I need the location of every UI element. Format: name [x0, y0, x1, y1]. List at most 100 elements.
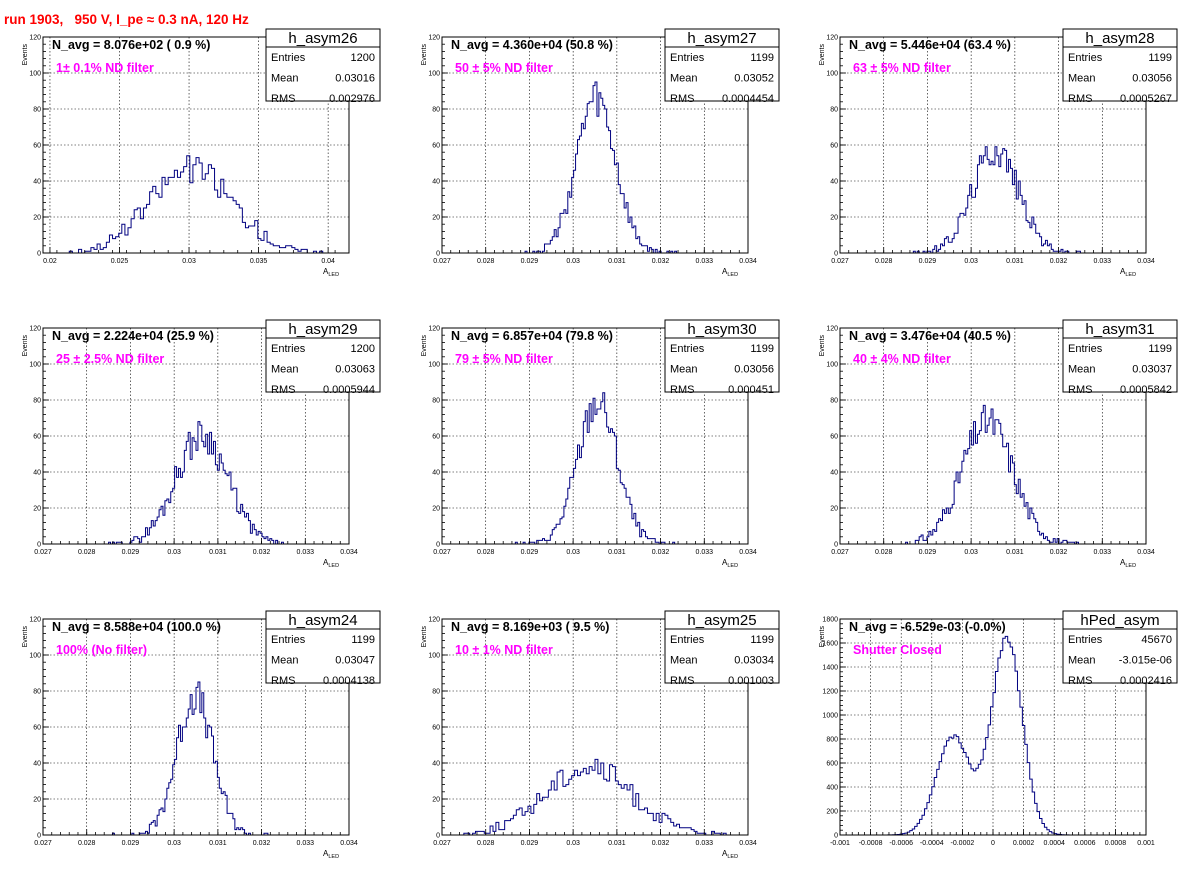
x-tick-label: 0	[991, 840, 995, 847]
y-tick-label: 20	[830, 215, 838, 222]
x-tick-label: 0.033	[297, 549, 315, 556]
histogram-panel-h_asym26: 0.02 0.025 0.03 0.035 0.04 0 20 40 60 80 100 120Eve…	[22, 28, 381, 278]
x-tick-label: 0.0008	[1105, 840, 1127, 847]
x-tick-label: 0.03	[566, 840, 580, 847]
stats-label: RMS	[670, 93, 694, 105]
y-tick-label: 100	[428, 71, 440, 78]
stats-value: 0.03056	[1132, 73, 1172, 85]
x-tick-label: 0.029	[122, 840, 140, 847]
stats-label: RMS	[670, 675, 694, 687]
x-tick-label: 0.027	[831, 258, 849, 265]
stats-value: 0.0004138	[323, 675, 375, 687]
histogram-panel-h_asym31: 0.027 0.028 0.029 0.03 0.031 0.032 0.033 0.034 0…	[819, 319, 1178, 569]
x-tick-label: 0.029	[521, 840, 539, 847]
stats-box	[1062, 610, 1178, 684]
x-axis-subscript: LED	[727, 854, 738, 860]
stats-box-title: hPed_asym	[1080, 612, 1159, 629]
x-tick-label: 0.032	[253, 840, 271, 847]
x-tick-label: 0.035	[250, 258, 268, 265]
avg-annotation: N_avg = 6.857e+04 (79.8 %)	[451, 329, 613, 343]
avg-annotation: N_avg = 2.224e+04 (25.9 %)	[52, 329, 214, 343]
y-tick-label: 0	[37, 542, 41, 549]
y-tick-label: 0	[436, 833, 440, 840]
stats-box	[664, 610, 780, 684]
x-tick-label: 0.03	[167, 840, 181, 847]
y-tick-label: 1800	[822, 617, 838, 624]
stats-value: 1199	[1148, 343, 1172, 355]
x-tick-label: 0.033	[696, 549, 714, 556]
y-tick-label: 60	[33, 725, 41, 732]
y-tick-label: 120	[826, 326, 838, 333]
x-tick-label: 0.027	[831, 549, 849, 556]
stats-value: 0.03037	[1132, 364, 1172, 376]
y-tick-label: 40	[830, 179, 838, 186]
y-tick-label: 100	[826, 362, 838, 369]
x-tick-label: -0.0006	[889, 840, 913, 847]
y-tick-label: 60	[830, 143, 838, 150]
y-tick-label: 40	[33, 179, 41, 186]
x-tick-label: -0.0008	[859, 840, 883, 847]
y-tick-label: 20	[432, 797, 440, 804]
filter-annotation: Shutter Closed	[853, 643, 942, 657]
x-tick-label: 0.028	[875, 258, 893, 265]
x-tick-label: 0.033	[696, 258, 714, 265]
y-tick-label: 1200	[822, 689, 838, 696]
x-tick-label: 0.032	[652, 840, 670, 847]
y-tick-label: 40	[432, 179, 440, 186]
x-tick-label: 0.032	[1050, 258, 1068, 265]
stats-label: RMS	[1068, 675, 1092, 687]
stats-box-title: h_asym25	[687, 612, 756, 629]
x-tick-label: 0.02	[43, 258, 57, 265]
x-tick-label: 0.028	[477, 549, 495, 556]
stats-box-title: h_asym28	[1085, 30, 1154, 47]
filter-annotation: 25 ± 2.5% ND filter	[56, 352, 164, 366]
x-tick-label: 0.027	[34, 549, 52, 556]
stats-value: 0.03052	[734, 73, 774, 85]
y-tick-label: 40	[830, 470, 838, 477]
x-tick-label: 0.028	[477, 840, 495, 847]
x-tick-label: 0.029	[919, 258, 937, 265]
y-tick-label: 20	[432, 506, 440, 513]
x-tick-label: 0.031	[1006, 258, 1024, 265]
x-tick-label: 0.001	[1137, 840, 1155, 847]
y-tick-label: 100	[428, 362, 440, 369]
stats-box	[265, 28, 381, 102]
stats-value: 0.03047	[335, 655, 375, 667]
y-tick-label: 20	[830, 506, 838, 513]
filter-annotation: 100% (No filter)	[56, 643, 147, 657]
stats-value: 1199	[750, 343, 774, 355]
stats-label: Entries	[670, 52, 705, 64]
stats-label: Mean	[1068, 73, 1096, 85]
y-tick-label: 60	[432, 143, 440, 150]
y-tick-label: 400	[826, 785, 838, 792]
x-tick-label: -0.0004	[920, 840, 944, 847]
stats-box	[265, 610, 381, 684]
x-tick-label: 0.032	[253, 549, 271, 556]
x-tick-label: 0.029	[521, 258, 539, 265]
y-axis-title: Events	[22, 335, 29, 357]
x-tick-label: 0.0004	[1043, 840, 1065, 847]
y-tick-label: 120	[29, 35, 41, 42]
x-tick-label: 0.031	[608, 549, 626, 556]
stats-value: 0.002976	[329, 93, 375, 105]
stats-box-title: h_asym24	[288, 612, 357, 629]
avg-annotation: N_avg = -6.529e-03 (-0.0%)	[849, 620, 1006, 634]
stats-value: 0.0005267	[1120, 93, 1172, 105]
x-tick-label: 0.034	[739, 258, 757, 265]
x-tick-label: 0.03	[182, 258, 196, 265]
x-tick-label: 0.0002	[1013, 840, 1035, 847]
stats-box	[664, 319, 780, 393]
y-tick-label: 120	[428, 617, 440, 624]
stats-label: RMS	[1068, 384, 1092, 396]
y-tick-label: 120	[29, 326, 41, 333]
histogram-panel-h_asym29: 0.027 0.028 0.029 0.03 0.031 0.032 0.033 0.034 0…	[22, 319, 381, 569]
avg-annotation: N_avg = 3.476e+04 (40.5 %)	[849, 329, 1011, 343]
histogram-panel-h_asym24: 0.027 0.028 0.029 0.03 0.031 0.032 0.033 0.034 0…	[22, 610, 381, 860]
stats-label: Mean	[271, 655, 299, 667]
stats-label: Mean	[1068, 364, 1096, 376]
y-tick-label: 60	[33, 434, 41, 441]
x-axis-subscript: LED	[328, 854, 339, 860]
stats-box-title: h_asym29	[288, 321, 357, 338]
stats-label: Entries	[1068, 634, 1103, 646]
x-axis-title: ALED	[1120, 558, 1136, 569]
